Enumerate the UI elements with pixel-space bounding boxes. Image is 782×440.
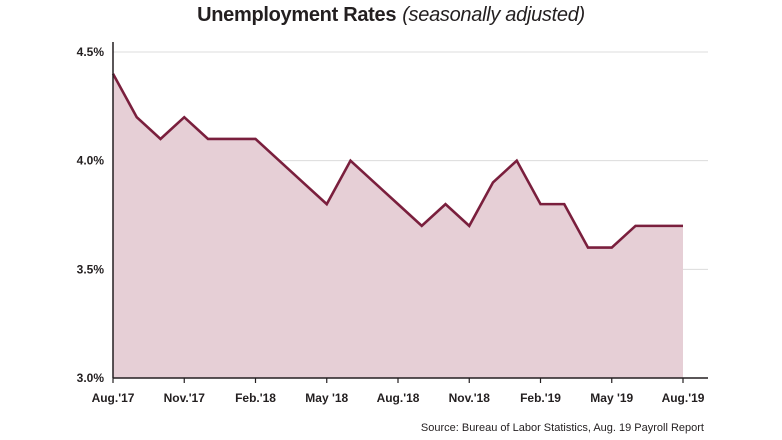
y-tick-label: 4.5%	[77, 45, 105, 59]
source-note: Source: Bureau of Labor Statistics, Aug.…	[420, 422, 704, 434]
x-tick-label: Nov.'18	[449, 391, 491, 405]
chart-subtitle: (seasonally adjusted)	[402, 4, 585, 26]
x-tick-label: Aug.'17	[92, 391, 135, 405]
x-tick-label: Feb.'18	[235, 391, 276, 405]
x-tick-label: Aug.'18	[377, 391, 420, 405]
y-tick-label: 4.0%	[77, 154, 105, 168]
y-tick-label: 3.5%	[77, 262, 105, 276]
x-tick-label: Nov.'17	[164, 391, 206, 405]
unemployment-area	[113, 73, 683, 378]
line-layer	[111, 73, 684, 249]
chart-title-main: Unemployment Rates	[197, 4, 397, 26]
axis-layer	[112, 42, 708, 383]
x-tick-label: May '18	[305, 391, 348, 405]
x-tick-label: Aug.'19	[662, 391, 705, 405]
x-tick-label: May '19	[590, 391, 633, 405]
y-tick-label: 3.0%	[77, 371, 105, 385]
chart-title: Unemployment Rates (seasonally adjusted)	[0, 4, 782, 27]
x-tick-label: Feb.'19	[520, 391, 561, 405]
area-layer	[113, 73, 683, 378]
label-layer: 3.0% 3.5% 4.0% 4.5% Aug.'17 Nov.'17 Feb.'18 May…	[77, 45, 705, 405]
